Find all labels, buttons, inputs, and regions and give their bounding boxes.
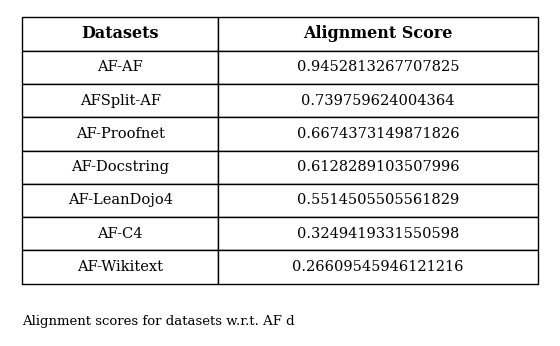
Bar [218, 151, 538, 184]
Text: 0.9452813267707825: 0.9452813267707825 [297, 60, 459, 74]
Text: 0.6674373149871826: 0.6674373149871826 [297, 127, 459, 141]
Bar [22, 117, 218, 151]
Bar [218, 51, 538, 84]
Bar [22, 84, 218, 117]
Text: AF-Wikitext: AF-Wikitext [77, 260, 164, 274]
Text: 0.3249419331550598: 0.3249419331550598 [297, 227, 459, 241]
Bar [22, 51, 218, 84]
Text: Alignment Score: Alignment Score [303, 26, 452, 43]
Bar [218, 251, 538, 284]
Bar [218, 17, 538, 51]
Text: 0.5514505505561829: 0.5514505505561829 [297, 193, 459, 208]
Bar [218, 117, 538, 151]
Bar [218, 217, 538, 251]
Text: AFSplit-AF: AFSplit-AF [80, 93, 161, 108]
Text: Datasets: Datasets [82, 26, 159, 43]
Text: 0.6128289103507996: 0.6128289103507996 [297, 160, 459, 174]
Bar [22, 217, 218, 251]
Text: AF-C4: AF-C4 [97, 227, 143, 241]
Text: 0.26609545946121216: 0.26609545946121216 [292, 260, 464, 274]
Text: AF-LeanDojo4: AF-LeanDojo4 [68, 193, 173, 208]
Bar [22, 151, 218, 184]
Text: AF-Docstring: AF-Docstring [71, 160, 169, 174]
Text: AF-AF: AF-AF [97, 60, 143, 74]
Bar [22, 184, 218, 217]
Text: 0.739759624004364: 0.739759624004364 [301, 93, 455, 108]
Bar [218, 84, 538, 117]
Bar [22, 17, 218, 51]
Bar [218, 184, 538, 217]
Text: AF-Proofnet: AF-Proofnet [76, 127, 165, 141]
Text: Alignment scores for datasets w.r.t. AF d: Alignment scores for datasets w.r.t. AF … [22, 315, 295, 328]
Bar [22, 251, 218, 284]
